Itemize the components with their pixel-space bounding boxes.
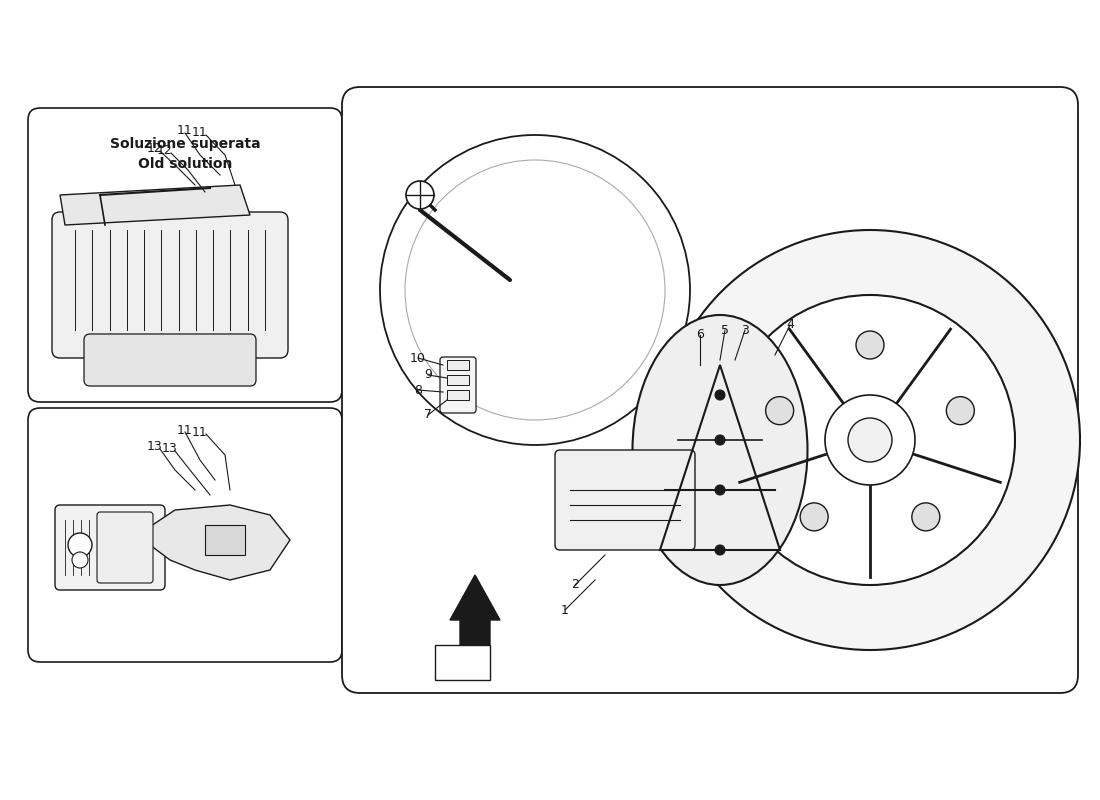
FancyBboxPatch shape (28, 408, 342, 662)
Text: 8: 8 (414, 383, 422, 397)
Text: 7: 7 (424, 409, 432, 422)
Text: 4: 4 (786, 318, 794, 331)
Circle shape (766, 397, 793, 425)
Circle shape (912, 503, 939, 531)
Circle shape (946, 397, 975, 425)
FancyBboxPatch shape (556, 450, 695, 550)
Circle shape (848, 418, 892, 462)
Text: 9: 9 (425, 369, 432, 382)
Bar (205, 525, 245, 555)
Text: 11: 11 (192, 126, 208, 138)
Circle shape (660, 230, 1080, 650)
Circle shape (725, 295, 1015, 585)
FancyBboxPatch shape (97, 512, 153, 583)
Circle shape (825, 395, 915, 485)
Text: eurospares: eurospares (636, 623, 865, 657)
Circle shape (379, 135, 690, 445)
Bar (434, 645, 490, 680)
FancyBboxPatch shape (342, 87, 1078, 693)
Text: 11: 11 (192, 426, 208, 438)
Bar (447, 360, 469, 370)
Text: eurospares: eurospares (106, 623, 334, 657)
Text: 12: 12 (157, 143, 173, 157)
Circle shape (68, 533, 92, 557)
Text: Soluzione superata
Old solution: Soluzione superata Old solution (110, 137, 261, 170)
Text: 5: 5 (720, 323, 729, 337)
FancyBboxPatch shape (55, 505, 165, 590)
FancyBboxPatch shape (440, 357, 476, 413)
Text: 10: 10 (410, 351, 426, 365)
Text: eurospares: eurospares (636, 333, 865, 367)
Text: 11: 11 (177, 123, 192, 137)
Circle shape (715, 485, 725, 495)
Polygon shape (145, 505, 290, 580)
FancyBboxPatch shape (28, 108, 342, 402)
Circle shape (715, 545, 725, 555)
Text: 3: 3 (741, 323, 749, 337)
Bar (447, 375, 469, 385)
Ellipse shape (632, 315, 807, 585)
Circle shape (715, 390, 725, 400)
Circle shape (72, 552, 88, 568)
Polygon shape (450, 575, 500, 645)
Text: 11: 11 (177, 423, 192, 437)
Text: 13: 13 (162, 442, 178, 455)
Circle shape (715, 435, 725, 445)
Text: 2: 2 (571, 578, 579, 591)
Text: 6: 6 (696, 329, 704, 342)
Circle shape (800, 503, 828, 531)
Text: 13: 13 (147, 441, 163, 454)
Circle shape (405, 160, 666, 420)
Circle shape (856, 331, 884, 359)
Text: 12: 12 (147, 142, 163, 154)
Polygon shape (60, 185, 250, 225)
FancyBboxPatch shape (84, 334, 256, 386)
Text: 1: 1 (561, 603, 569, 617)
Circle shape (406, 181, 434, 209)
FancyBboxPatch shape (52, 212, 288, 358)
Bar (447, 390, 469, 400)
